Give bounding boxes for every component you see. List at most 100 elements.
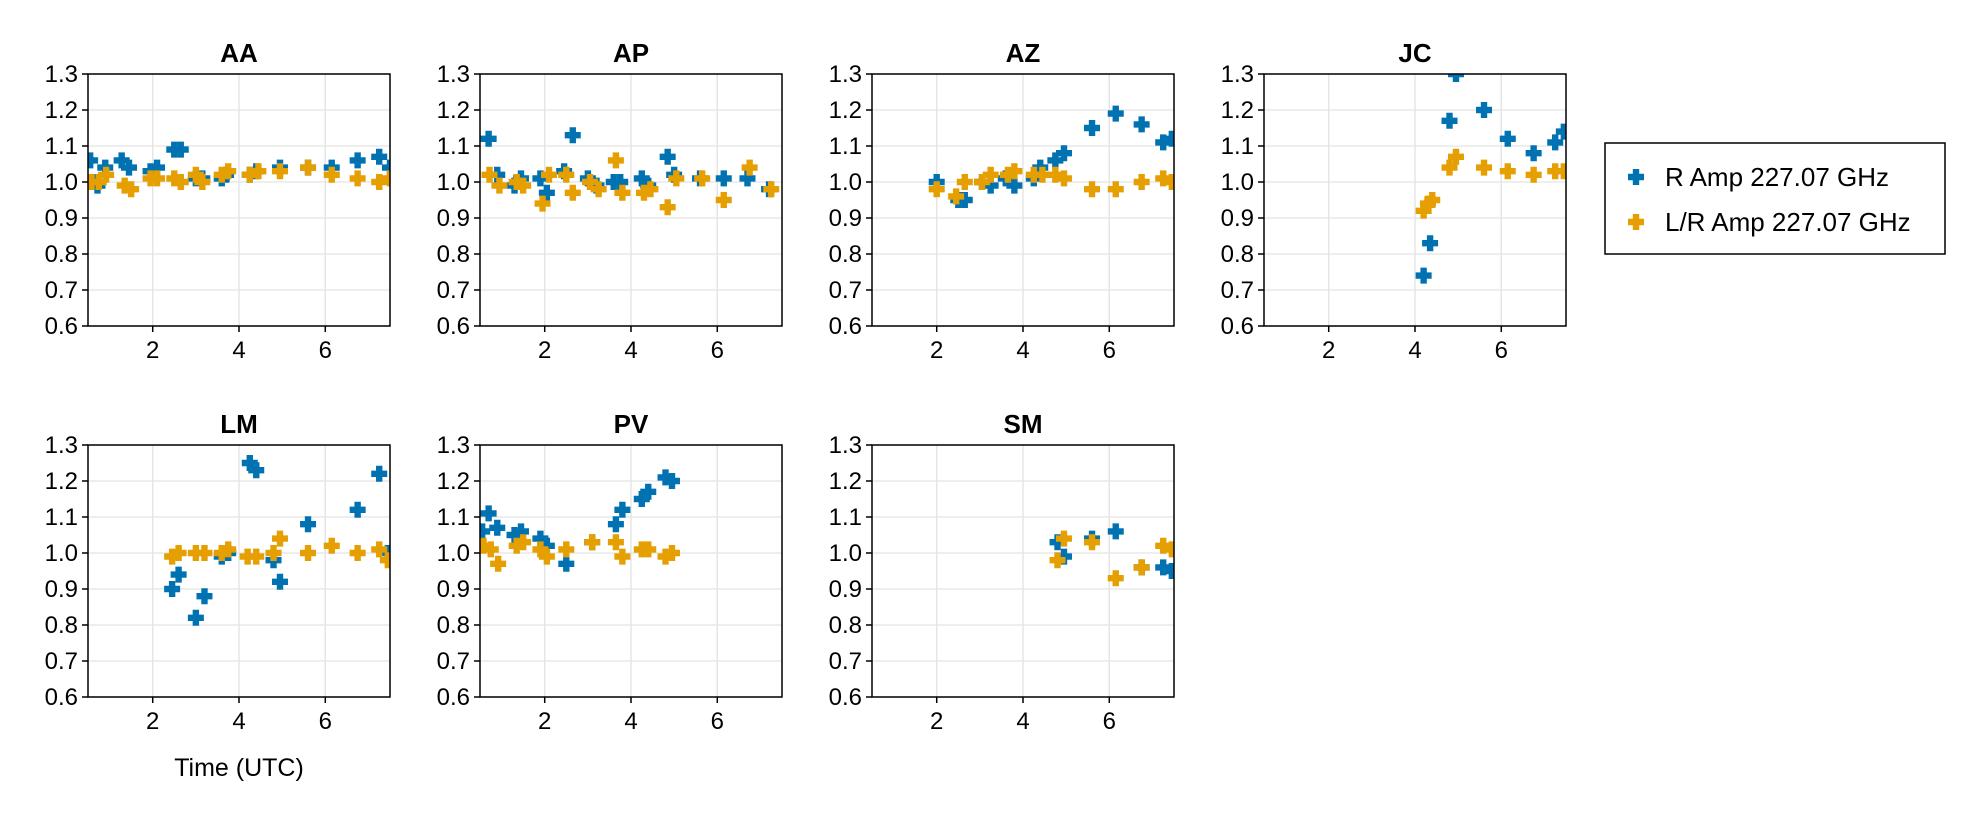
y-tick-label: 0.9 <box>1221 205 1254 232</box>
data-point-series-2 <box>349 170 366 187</box>
data-point-series-2 <box>123 181 140 198</box>
panel-lm: 0.6 0.7 0.8 0.9 1.0 1.1 1.2 1.3 2 4 6 LM <box>45 409 391 735</box>
x-tick-label: 4 <box>232 337 245 364</box>
data-point-series-1 <box>614 501 631 518</box>
y-tick-label: 1.0 <box>1221 169 1254 196</box>
data-point-series-1 <box>187 609 204 626</box>
data-point-series-1 <box>1476 102 1493 118</box>
y-tick-label: 1.2 <box>1221 97 1254 124</box>
x-tick-label: 4 <box>232 708 245 735</box>
data-point-series-1 <box>371 465 388 482</box>
legend-label: L/R Amp 227.07 GHz <box>1665 207 1911 237</box>
data-point-series-2 <box>196 545 213 561</box>
y-tick-label: 0.8 <box>829 241 862 268</box>
data-point-series-1 <box>739 170 756 187</box>
y-tick-label: 1.3 <box>437 61 470 88</box>
y-tick-label: 1.3 <box>437 432 470 459</box>
y-tick-label: 1.2 <box>829 468 862 495</box>
data-point-series-1 <box>1547 134 1564 151</box>
data-point-series-1 <box>1555 123 1566 140</box>
data-point-series-2 <box>90 174 107 190</box>
data-point-series-1 <box>633 491 650 507</box>
data-point-series-2 <box>250 163 267 180</box>
data-point-series-2 <box>194 174 211 190</box>
data-point-series-2 <box>1084 534 1101 551</box>
x-tick-label: 2 <box>1322 337 1335 364</box>
y-tick-label: 1.1 <box>829 133 862 160</box>
panel-az: 0.6 0.7 0.8 0.9 1.0 1.1 1.2 1.3 2 4 6 AZ <box>829 38 1175 364</box>
data-point-series-1 <box>480 130 497 147</box>
y-tick-label: 0.6 <box>1221 313 1254 340</box>
data-point-series-1 <box>1499 130 1516 147</box>
data-point-series-2 <box>116 177 133 194</box>
panel-title: PV <box>614 409 649 439</box>
data-point-series-1 <box>271 573 288 590</box>
data-point-series-2 <box>481 166 498 183</box>
data-point-series-1 <box>241 455 258 471</box>
data-point-series-1 <box>1133 116 1150 133</box>
data-point-series-1 <box>982 177 999 194</box>
data-point-series-2 <box>584 534 601 551</box>
data-point-series-1 <box>1422 235 1439 252</box>
data-point-series-1 <box>480 523 491 540</box>
x-tick-label: 4 <box>1016 708 1029 735</box>
data-point-series-2 <box>974 174 991 190</box>
y-tick-label: 1.1 <box>1221 133 1254 160</box>
y-tick-label: 0.8 <box>437 241 470 268</box>
data-point-series-2 <box>164 548 181 565</box>
data-point-series-2 <box>538 548 555 565</box>
data-point-series-2 <box>1107 570 1124 587</box>
y-tick-label: 0.8 <box>829 612 862 639</box>
data-point-series-2 <box>220 163 237 180</box>
data-point-series-2 <box>590 181 607 198</box>
data-point-series-2 <box>1555 163 1566 180</box>
y-tick-label: 1.3 <box>45 61 78 88</box>
legend: R Amp 227.07 GHz L/R Amp 227.07 GHz <box>1604 142 1946 255</box>
panel-aa: 0.6 0.7 0.8 0.9 1.0 1.1 1.2 1.3 2 4 6 AA <box>45 38 391 364</box>
y-tick-label: 1.2 <box>45 468 78 495</box>
y-tick-label: 0.9 <box>437 576 470 603</box>
data-point-series-2 <box>1547 163 1564 180</box>
data-point-series-1 <box>1447 74 1464 82</box>
data-point-series-2 <box>1047 166 1064 183</box>
data-point-series-1 <box>538 537 555 554</box>
y-tick-label: 0.7 <box>437 648 470 675</box>
x-tick-label: 2 <box>538 708 551 735</box>
data-point-series-2 <box>1163 174 1174 190</box>
x-tick-label: 6 <box>711 708 724 735</box>
y-tick-label: 1.1 <box>45 133 78 160</box>
data-point-series-1 <box>1055 145 1072 162</box>
data-point-series-2 <box>1133 174 1150 190</box>
y-tick-label: 0.6 <box>829 313 862 340</box>
data-point-series-2 <box>1055 530 1072 547</box>
data-point-series-2 <box>1415 202 1432 219</box>
data-point-series-1 <box>480 505 497 522</box>
data-point-series-2 <box>172 174 189 190</box>
x-tick-label: 2 <box>930 337 943 364</box>
x-tick-label: 2 <box>930 708 943 735</box>
y-tick-label: 1.3 <box>1221 61 1254 88</box>
data-point-series-2 <box>349 545 366 561</box>
data-point-series-1 <box>564 127 581 144</box>
data-point-series-2 <box>982 166 999 183</box>
legend-marker <box>1628 214 1644 230</box>
data-point-series-2 <box>379 552 390 569</box>
data-point-series-2 <box>149 170 166 187</box>
data-point-series-2 <box>265 545 282 561</box>
markers <box>1415 74 1566 284</box>
legend-box <box>1604 142 1946 255</box>
x-tick-label: 6 <box>319 708 332 735</box>
x-tick-label: 4 <box>624 708 637 735</box>
markers <box>1049 523 1174 587</box>
y-tick-label: 1.2 <box>437 97 470 124</box>
data-point-series-2 <box>741 159 758 176</box>
data-point-series-1 <box>663 473 680 489</box>
data-point-series-2 <box>956 174 973 190</box>
data-point-series-2 <box>166 170 183 187</box>
data-point-series-1 <box>1107 105 1124 122</box>
x-tick-label: 6 <box>711 337 724 364</box>
y-tick-label: 1.0 <box>829 169 862 196</box>
markers <box>480 469 680 572</box>
data-point-series-2 <box>515 534 532 551</box>
data-point-series-2 <box>508 174 525 190</box>
